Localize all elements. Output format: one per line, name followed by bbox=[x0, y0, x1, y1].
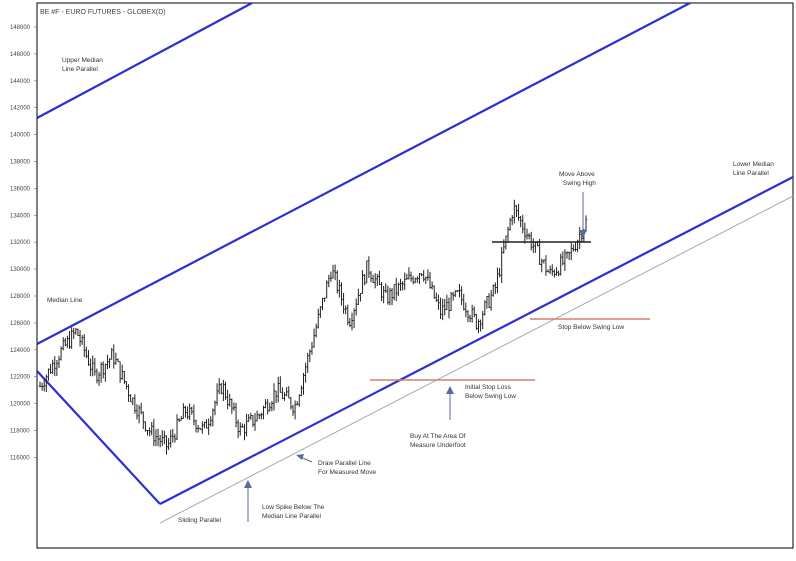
chart-title: BE #F - EURO FUTURES - GLOBEX(D) bbox=[40, 9, 166, 16]
plot-border bbox=[36, 2, 794, 549]
y-tick-label: 148000 bbox=[10, 25, 31, 31]
y-tick-label: 142000 bbox=[10, 106, 31, 112]
buy-area-arrow-head bbox=[446, 386, 454, 394]
lower-parallel-label-2: Line Parallel bbox=[733, 170, 769, 177]
lower-parallel-label-1: Lower Median bbox=[733, 161, 774, 168]
initial-stop-label-1: Initial Stop Loss bbox=[465, 384, 512, 391]
upper-parallel-label-1: Upper Median bbox=[62, 57, 103, 64]
initial-stop-label-2: Below Swing Low bbox=[465, 393, 516, 400]
low-spike-arrow-head bbox=[244, 480, 252, 488]
move-above-label-1: Move Above bbox=[559, 171, 595, 178]
draw-parallel-arrow-head bbox=[296, 454, 304, 460]
y-tick-label: 140000 bbox=[10, 133, 31, 139]
y-tick-label: 122000 bbox=[10, 375, 31, 381]
draw-parallel-label-2: For Measured Move bbox=[318, 469, 377, 476]
median-line-label: Median Line bbox=[47, 297, 83, 304]
y-tick-label: 118000 bbox=[10, 429, 30, 435]
buy-area-label-1: Buy At The Area Of bbox=[410, 433, 466, 440]
sliding-parallel-label: Sliding Parallel bbox=[178, 517, 222, 524]
move-above-arrow-head bbox=[579, 230, 587, 238]
low-spike-label-1: Low Spike Below The bbox=[262, 504, 325, 511]
y-tick-label: 124000 bbox=[10, 348, 31, 354]
y-axis: 148000 146000 144000 142000 140000 138000 1360… bbox=[10, 25, 37, 461]
sliding-parallel-line bbox=[159, 195, 794, 524]
upper-median-parallel-line bbox=[36, 2, 253, 119]
y-tick-label: 134000 bbox=[10, 213, 31, 219]
stop-below-label: Stop Below Swing Low bbox=[558, 324, 624, 331]
y-tick-label: 144000 bbox=[10, 79, 31, 85]
y-tick-label: 126000 bbox=[10, 321, 31, 327]
y-tick-label: 128000 bbox=[10, 294, 31, 300]
low-spike-label-2: Median Line Parallel bbox=[262, 513, 321, 520]
move-above-label-2: Swing High bbox=[563, 180, 596, 187]
handle-line bbox=[36, 370, 161, 505]
y-tick-label: 146000 bbox=[10, 52, 31, 58]
y-tick-label: 138000 bbox=[10, 160, 31, 166]
buy-area-label-2: Measure Underfoot bbox=[410, 442, 466, 449]
y-tick-label: 136000 bbox=[10, 186, 31, 192]
price-bars bbox=[38, 199, 588, 455]
draw-parallel-label-1: Draw Parallel Line bbox=[318, 460, 371, 467]
lower-median-parallel-line bbox=[159, 176, 794, 505]
y-tick-label: 132000 bbox=[10, 240, 31, 246]
y-tick-label: 116000 bbox=[10, 455, 30, 461]
y-tick-label: 130000 bbox=[10, 267, 31, 273]
median-line bbox=[36, 2, 691, 345]
y-tick-label: 120000 bbox=[10, 402, 31, 408]
upper-parallel-label-2: Line Parallel bbox=[62, 66, 98, 73]
